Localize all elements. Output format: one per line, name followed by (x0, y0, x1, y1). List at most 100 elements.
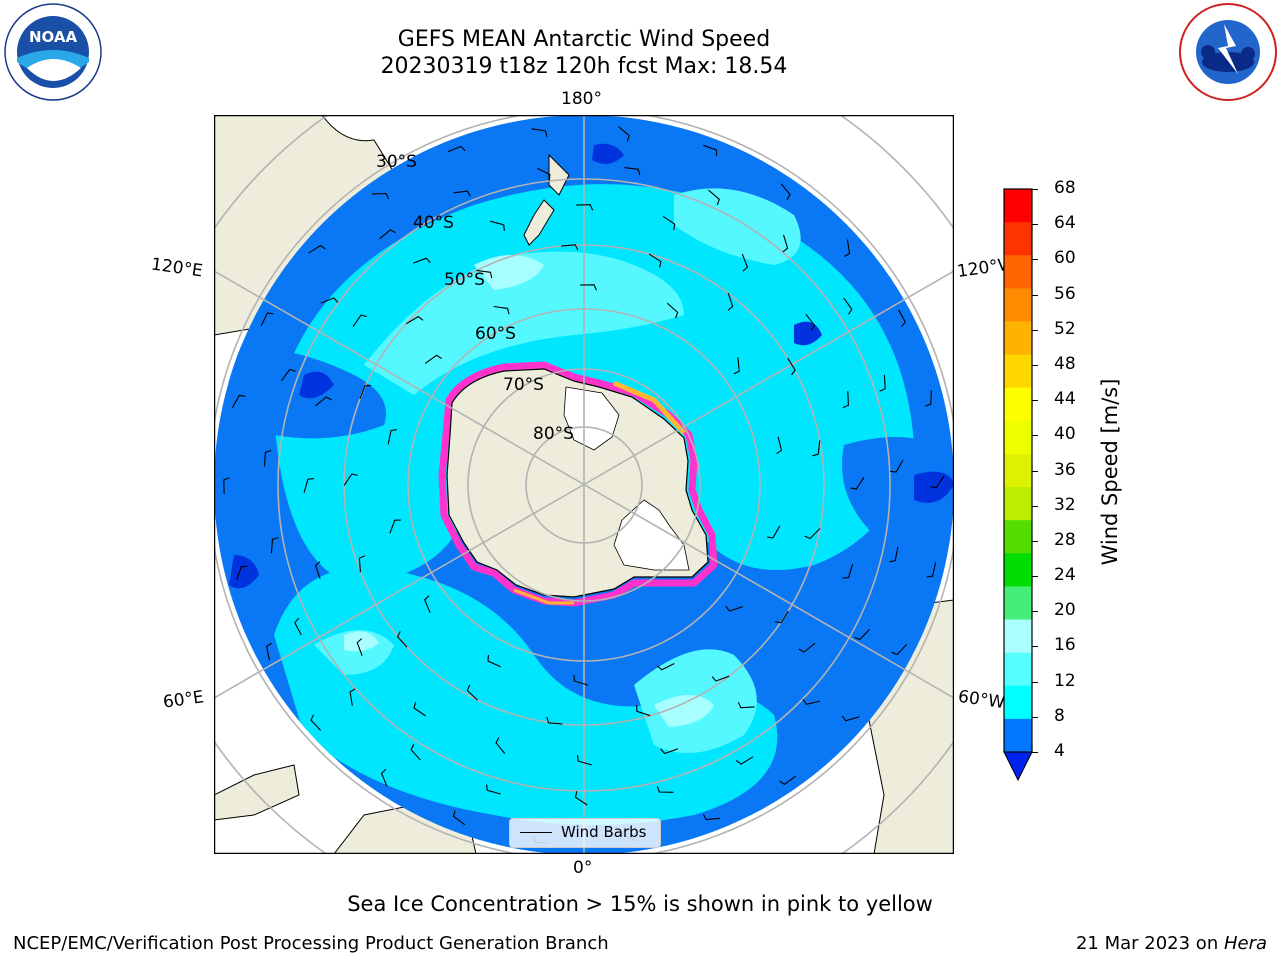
wind-barb (741, 253, 749, 272)
wind-barb (314, 561, 321, 579)
wind-barb (666, 302, 679, 319)
colorbar-tick-mark (1032, 329, 1038, 331)
noaa-logo-icon: NOAA (4, 3, 102, 101)
colorbar-tick-mark (1032, 611, 1038, 613)
lon-label-180: 180° (561, 89, 602, 109)
wind-barb (413, 257, 431, 264)
wind-barb (725, 605, 743, 612)
lat-label-60s: 60°S (475, 324, 516, 344)
wind-barb (662, 215, 676, 231)
wind-barb (636, 705, 651, 717)
wind-barb (356, 638, 363, 656)
wind-barb (493, 305, 510, 315)
wind-barb (265, 642, 272, 661)
wind-barb (380, 768, 388, 787)
wind-barb (410, 744, 421, 761)
wind-barb (486, 784, 501, 795)
wind-barb (891, 643, 908, 656)
colorbar-tick-label: 16 (1054, 635, 1076, 656)
colorbar-tick-mark (1032, 435, 1038, 437)
nws-logo-icon (1179, 3, 1277, 101)
colorbar-band (1004, 354, 1032, 389)
colorbar-tick-label: 68 (1054, 178, 1076, 198)
colorbar-tick-label: 28 (1054, 529, 1076, 550)
wind-barb (779, 775, 797, 785)
wind-barb (774, 610, 789, 624)
wind-barb (841, 715, 860, 722)
wind-barb (315, 396, 332, 407)
colorbar-tick-label: 44 (1054, 389, 1076, 410)
wind-barb (733, 357, 740, 375)
wind-barb (223, 477, 230, 495)
sea-ice-rim (438, 361, 718, 607)
wind-barb (648, 253, 662, 268)
wind-barb (787, 357, 796, 376)
lon-label-120e: 120°E (149, 254, 204, 282)
colorbar-tick-label: 48 (1054, 353, 1076, 374)
wind-barb (702, 813, 721, 821)
colorbar-band (1004, 321, 1032, 356)
colorbar-band (1004, 586, 1032, 621)
new-zealand-land (523, 153, 570, 246)
wind-barb (546, 716, 563, 725)
wind-barb (453, 190, 471, 197)
colorbar-tick-mark (1032, 752, 1038, 753)
colorbar-band (1004, 553, 1032, 587)
wind-barb (263, 449, 272, 467)
wind-barb (624, 167, 641, 176)
wind-barb (656, 786, 674, 793)
lon-label-0: 0° (573, 858, 593, 878)
wind-barb (406, 315, 424, 325)
colorbar-band (1004, 619, 1032, 654)
wind-barb (879, 374, 886, 392)
colorbar-tick-mark (1032, 470, 1038, 472)
colorbar-tick-label: 24 (1054, 565, 1076, 586)
wind-barb (842, 391, 849, 409)
wind-barb (349, 688, 356, 706)
colorbar-tick-mark (1032, 400, 1038, 402)
wind-barb (844, 239, 851, 257)
lat-label-50s: 50°S (444, 270, 485, 290)
wind-barb (303, 478, 314, 493)
wind-barb (424, 595, 431, 613)
wind-barb (854, 629, 870, 641)
colorbar-tick-label: 40 (1054, 424, 1076, 445)
lat-label-70s: 70°S (503, 375, 544, 395)
wind-barb (618, 126, 630, 142)
colorbar-tick-label: 56 (1054, 283, 1076, 304)
wind-barb (727, 292, 734, 311)
colorbar-band (1004, 189, 1032, 223)
wind-barb (711, 675, 730, 682)
colorbar-tick-label: 36 (1054, 459, 1076, 480)
wind-barb (308, 244, 326, 254)
wind-barb (280, 368, 296, 382)
wind-barb (343, 473, 358, 486)
wind-barb (487, 654, 502, 668)
colorbar-tick-label: 4 (1054, 741, 1065, 761)
wind-barb (708, 189, 720, 206)
wind-barb (890, 459, 904, 473)
colorbar-tick-mark (1032, 681, 1038, 683)
wind-barb (776, 436, 783, 455)
wind-barb (576, 204, 594, 211)
colorbar-band (1004, 685, 1032, 720)
wind-barb (843, 297, 853, 315)
colorbar-tick-label: 52 (1054, 318, 1076, 339)
ross-ice-shelf (563, 386, 620, 451)
wind-barb (842, 564, 854, 579)
noaa-logo-text: NOAA (29, 28, 78, 46)
wind-barb (359, 385, 372, 399)
colorbar-tick-mark (1032, 540, 1038, 542)
colorbar-band (1004, 222, 1032, 256)
colorbar-tick-label: 32 (1054, 494, 1076, 515)
colorbar-tick-mark (1032, 646, 1038, 648)
wind-barb (379, 229, 396, 240)
longitude-grid (214, 115, 954, 854)
wind-barb (466, 684, 478, 701)
wind-barb (452, 810, 466, 826)
wind-barb (352, 314, 367, 328)
chart-subtitle: 20230319 t18z 120h fcst Max: 18.54 (380, 54, 788, 79)
wind-barb (495, 737, 506, 754)
footer-date: 21 Mar 2023 on Hera (1076, 933, 1267, 954)
wind-barb (236, 565, 248, 580)
